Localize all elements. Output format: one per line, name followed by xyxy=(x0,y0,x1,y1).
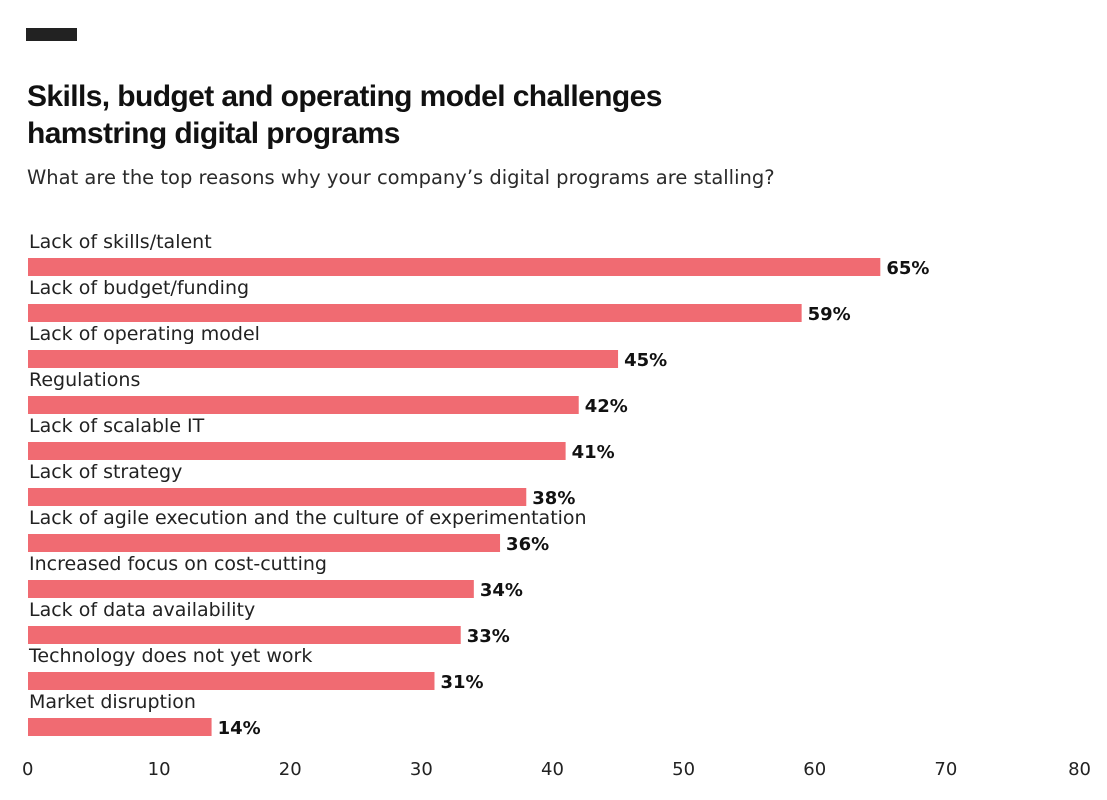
category-label: Increased focus on cost-cutting xyxy=(29,553,327,575)
value-label: 65% xyxy=(886,258,929,279)
value-label: 36% xyxy=(506,534,549,555)
value-label: 41% xyxy=(572,442,615,463)
x-tick-label: 80 xyxy=(1068,759,1091,780)
bar xyxy=(28,626,461,644)
x-tick-label: 40 xyxy=(541,759,564,780)
x-tick-label: 30 xyxy=(410,759,433,780)
bar xyxy=(28,488,527,506)
category-label: Lack of budget/funding xyxy=(29,277,249,299)
chart-title: Skills, budget and operating model chall… xyxy=(27,78,847,152)
x-tick-label: 20 xyxy=(279,759,302,780)
x-tick-label: 10 xyxy=(148,759,171,780)
value-label: 38% xyxy=(532,488,575,509)
value-label: 34% xyxy=(480,580,523,601)
title-line-2: hamstring digital programs xyxy=(27,117,400,150)
category-label: Lack of data availability xyxy=(29,599,255,621)
value-label: 33% xyxy=(467,626,510,647)
bar xyxy=(28,534,501,552)
value-label: 42% xyxy=(585,396,628,417)
category-label: Lack of skills/talent xyxy=(29,231,212,253)
category-label: Lack of operating model xyxy=(29,323,260,345)
x-tick-label: 60 xyxy=(803,759,826,780)
category-label: Regulations xyxy=(29,369,140,391)
value-label: 31% xyxy=(440,672,483,693)
bar xyxy=(28,718,212,736)
bar xyxy=(28,304,802,322)
x-tick-label: 70 xyxy=(934,759,957,780)
x-tick-label: 0 xyxy=(22,759,33,780)
bar xyxy=(28,350,619,368)
value-label: 14% xyxy=(218,718,261,739)
bar xyxy=(28,580,474,598)
category-label: Lack of agile execution and the culture … xyxy=(29,507,587,529)
bar xyxy=(28,258,881,276)
chart-subtitle: What are the top reasons why your compan… xyxy=(27,166,775,189)
value-label: 45% xyxy=(624,350,667,371)
x-tick-label: 50 xyxy=(672,759,695,780)
category-label: Market disruption xyxy=(29,691,196,713)
bar xyxy=(28,442,566,460)
bar xyxy=(28,396,579,414)
category-label: Lack of strategy xyxy=(29,461,182,483)
value-label: 59% xyxy=(808,304,851,325)
title-line-1: Skills, budget and operating model chall… xyxy=(27,80,662,113)
brand-logo-bar xyxy=(26,28,77,41)
category-label: Lack of scalable IT xyxy=(29,415,205,437)
bar xyxy=(28,672,435,690)
category-label: Technology does not yet work xyxy=(28,645,312,667)
